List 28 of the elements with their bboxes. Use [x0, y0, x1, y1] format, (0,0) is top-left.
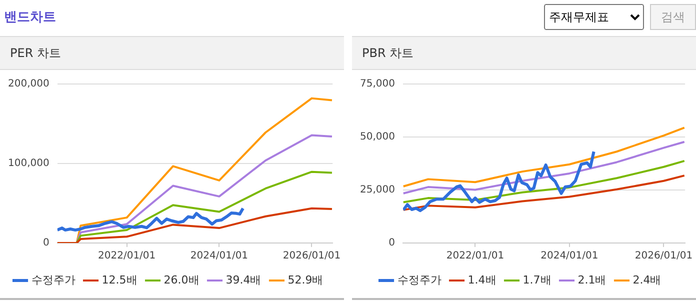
text: 주재무제표 [544, 4, 644, 30]
x-tick-label: 2026/01/01 [282, 250, 341, 262]
x-tick-label: 2024/01/01 [540, 250, 598, 262]
y-tick-label: 50,000 [360, 132, 395, 143]
chart-title: PER 차트 [0, 36, 344, 70]
legend-label: 26.0배 [164, 273, 200, 286]
x-tick-label: 2022/01/01 [446, 250, 504, 262]
chart-title: PBR 차트 [352, 36, 696, 70]
legend-label: 수정주가 [31, 273, 76, 286]
y-tick-label: 0 [42, 238, 50, 249]
x-tick-label: 2026/01/01 [634, 250, 693, 262]
legend-label: 52.9배 [288, 273, 324, 286]
text: 검색 [650, 4, 696, 30]
legend-label: 2.4배 [632, 273, 662, 286]
y-tick-label: 200,000 [8, 78, 50, 90]
y-tick-label: 100,000 [8, 158, 50, 170]
y-tick-label: 75,000 [360, 78, 395, 90]
legend-label: 39.4배 [226, 273, 262, 286]
legend-label: 12.5배 [102, 273, 138, 286]
legend-label: 2.1배 [578, 273, 606, 286]
y-tick-label: 25,000 [360, 184, 395, 196]
text: 밴드차트 [3, 9, 57, 26]
y-tick-label: 0 [388, 238, 395, 249]
x-tick-label: 2022/01/01 [98, 250, 156, 262]
legend-label: 1.7배 [522, 273, 552, 286]
legend-label: 수정주가 [397, 273, 442, 286]
legend-label: 1.4배 [468, 273, 496, 286]
x-tick-label: 2024/01/01 [190, 250, 248, 262]
